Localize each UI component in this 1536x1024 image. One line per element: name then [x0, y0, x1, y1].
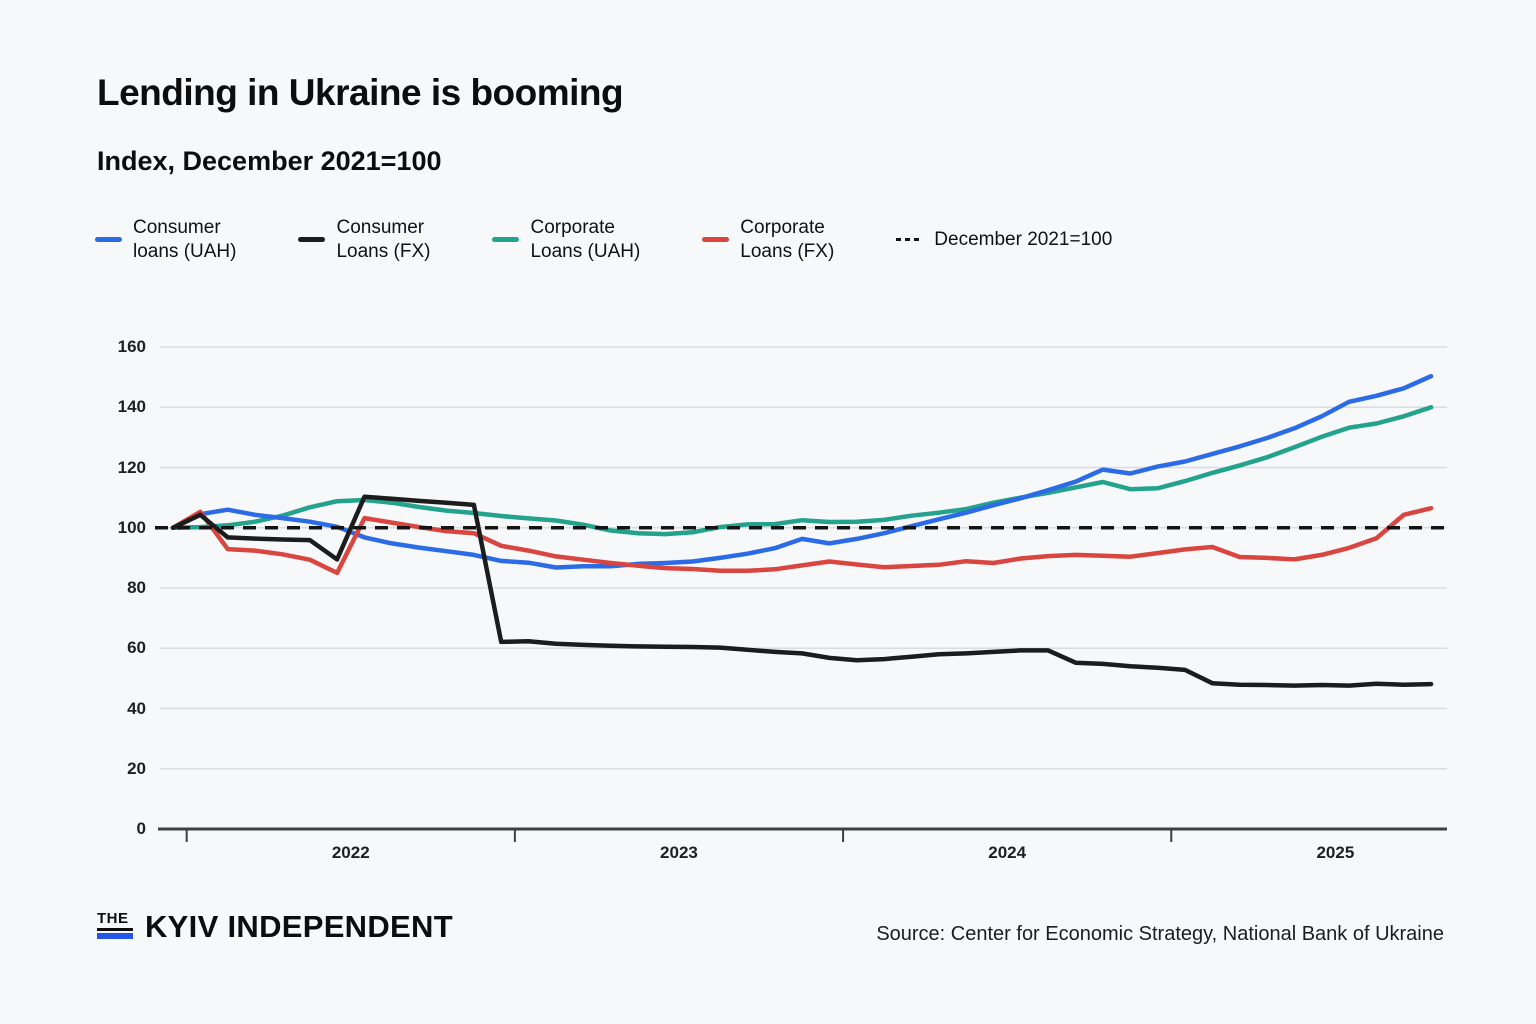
legend-item: Consumer Loans (FX) [298, 216, 430, 264]
x-axis-tick-label: 2022 [331, 843, 370, 862]
chart-title: Lending in Ukraine is booming [97, 72, 624, 113]
series-consumer-loans-fx- [170, 494, 1434, 688]
legend-item: Corporate Loans (FX) [702, 216, 834, 264]
logo-the-block: THE [97, 911, 133, 942]
legend-label: Corporate Loans (UAH) [530, 216, 640, 264]
logo-underline-blue-icon [97, 933, 133, 939]
chart-legend: Consumer loans (UAH) Consumer Loans (FX)… [95, 216, 1112, 264]
legend-label-line2: Loans (FX) [336, 240, 431, 262]
y-axis-tick-label: 120 [117, 457, 146, 477]
legend-label-line1: Consumer [336, 217, 425, 238]
legend-item: Consumer loans (UAH) [95, 216, 236, 264]
y-axis-tick-label: 40 [127, 698, 146, 718]
y-axis-tick-label: 140 [117, 397, 146, 417]
legend-label: Corporate Loans (FX) [740, 216, 834, 264]
legend-swatch-icon [492, 237, 520, 243]
y-axis-tick-label: 160 [117, 337, 146, 356]
y-axis-tick-label: 0 [136, 819, 146, 838]
y-axis-tick-label: 80 [127, 578, 146, 597]
legend-label-line1: December 2021=100 [934, 228, 1113, 250]
legend-swatch-icon [702, 237, 730, 243]
legend-swatch-icon [95, 237, 122, 243]
legend-label-line2: Loans (FX) [740, 240, 835, 262]
kyiv-independent-logo: THE KYIV INDEPENDENT [97, 911, 453, 942]
legend-swatch-icon [896, 238, 924, 242]
legend-label-line1: Corporate [740, 217, 825, 238]
series-consumer-loans-uah- [170, 373, 1434, 570]
legend-item: Corporate Loans (UAH) [492, 216, 640, 264]
y-axis-tick-label: 20 [127, 758, 146, 778]
x-axis-tick-label: 2023 [660, 843, 698, 862]
x-axis-tick-label: 2025 [1316, 843, 1355, 862]
x-axis-tick-label: 2024 [988, 843, 1027, 862]
legend-label: Consumer loans (UAH) [133, 216, 236, 264]
chart-subtitle: Index, December 2021=100 [97, 146, 442, 176]
legend-label: December 2021=100 [934, 228, 1112, 252]
series-corporate-loans-uah- [170, 405, 1434, 537]
legend-swatch-icon [298, 237, 326, 243]
legend-label-line2: Loans (UAH) [530, 240, 641, 262]
logo-underline-black-icon [97, 928, 133, 931]
legend-item: December 2021=100 [896, 216, 1112, 264]
logo-the-text: THE [97, 910, 129, 927]
legend-label: Consumer Loans (FX) [336, 216, 430, 264]
logo-name-text: KYIV INDEPENDENT [145, 909, 453, 944]
legend-label-line2: loans (UAH) [133, 240, 237, 262]
legend-label-line1: Corporate [530, 217, 615, 238]
series-corporate-loans-fx- [170, 505, 1434, 576]
source-text: Source: Center for Economic Strategy, Na… [876, 923, 1444, 945]
y-axis-tick-label: 100 [117, 517, 146, 537]
y-axis-tick-label: 60 [127, 638, 146, 658]
legend-label-line1: Consumer [133, 217, 221, 238]
